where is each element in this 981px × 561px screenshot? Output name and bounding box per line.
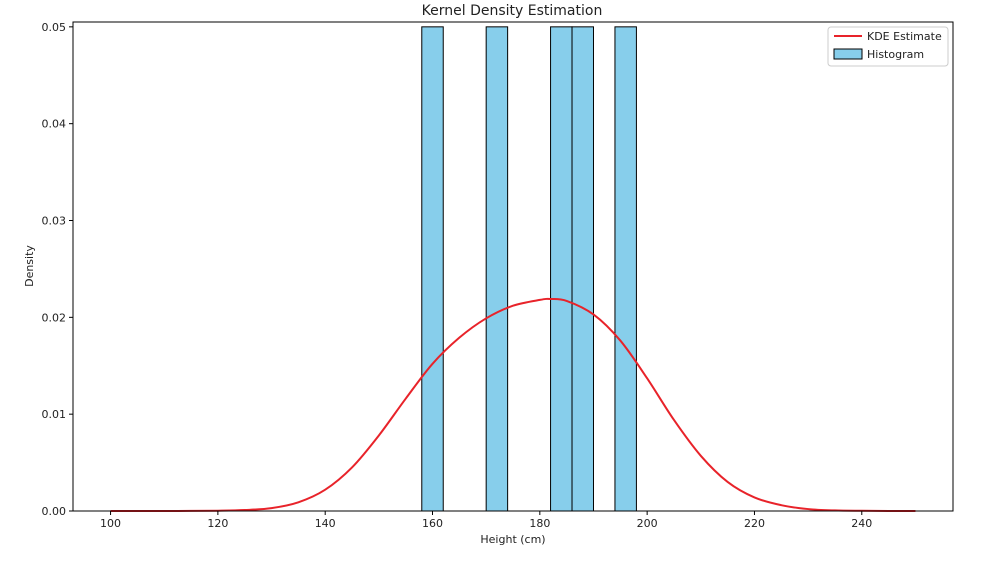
histogram-bar-4 [614,26,637,512]
y-axis-ticks: 0.00 0.01 0.02 0.03 0.04 0.05 [42,21,73,518]
axes-frame [72,21,954,512]
histogram-bar-2 [550,26,573,512]
x-tick-label: 160 [422,517,443,530]
x-tick-label: 220 [744,517,765,530]
x-tick-label: 200 [637,517,658,530]
y-tick-label: 0.04 [42,118,67,131]
y-tick-label: 0.02 [42,311,67,324]
x-tick-label: 100 [100,517,121,530]
x-tick-label: 180 [529,517,550,530]
y-tick-label: 0.05 [42,21,67,34]
y-tick-label: 0.00 [42,505,67,518]
x-tick-label: 120 [207,517,228,530]
x-tick-label: 140 [315,517,336,530]
histogram-bars [421,26,637,512]
y-tick-label: 0.01 [42,408,67,421]
histogram-bar-0 [421,26,444,512]
chart-title: Kernel Density Estimation [422,3,603,19]
histogram-bar-1 [485,26,509,512]
x-axis-label: Height (cm) [480,533,545,546]
legend-kde-label: KDE Estimate [867,30,942,43]
legend: KDE Estimate Histogram [827,26,949,67]
x-tick-label: 240 [851,517,872,530]
y-tick-label: 0.03 [42,215,67,228]
kde-layer [110,297,916,513]
histogram-bar-3 [571,26,594,512]
y-axis-label: Density [23,245,36,287]
x-axis-ticks: 100 120 140 160 180 200 220 240 [100,511,872,530]
legend-histogram-label: Histogram [867,48,924,61]
kde-curve [110,297,916,513]
legend-histogram-swatch [833,48,863,60]
plot-area [110,26,916,513]
